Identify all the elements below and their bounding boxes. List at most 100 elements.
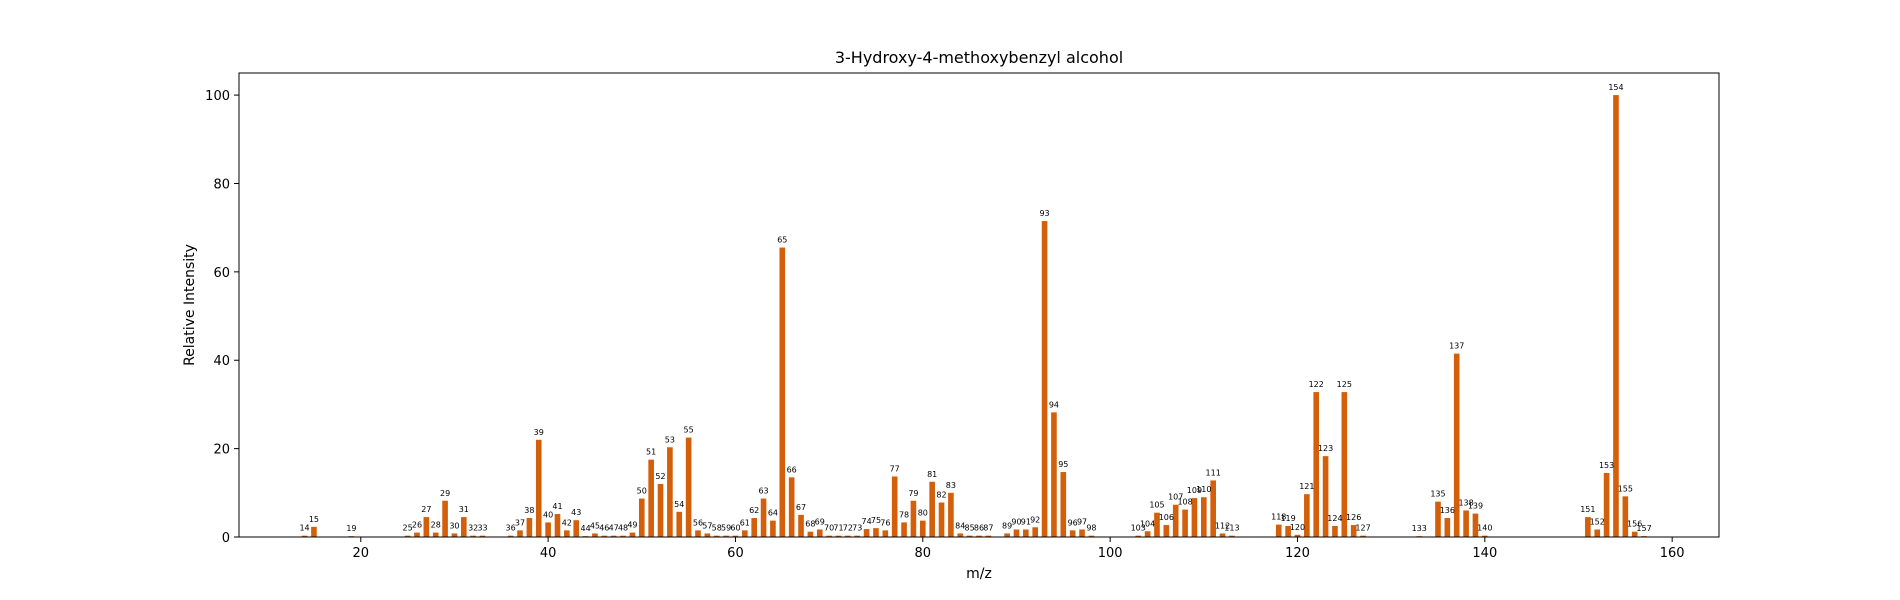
bar-label-mz-123: 123 [1318,444,1333,453]
bar-label-mz-42: 42 [562,518,572,527]
bar-mz-106 [1163,525,1170,537]
bar-label-mz-19: 19 [346,524,356,533]
bar-label-mz-49: 49 [627,521,637,530]
y-tick-label: 60 [213,266,230,281]
bar-label-mz-60: 60 [730,524,740,533]
bar-mz-110 [1201,497,1207,537]
bar-mz-61 [742,530,748,537]
bar-mz-79 [910,500,917,537]
bar-label-mz-84: 84 [955,521,965,530]
bar-mz-52 [657,483,664,537]
bar-label-mz-26: 26 [412,521,422,530]
bar-label-mz-38: 38 [524,506,534,515]
bar-mz-124 [1332,525,1338,537]
bar-mz-86 [976,535,982,537]
bar-label-mz-155: 155 [1618,484,1633,493]
bar-mz-91 [1023,529,1029,537]
bar-mz-96 [1069,530,1076,537]
bar-mz-135 [1435,501,1441,537]
bar-label-mz-119: 119 [1280,514,1295,523]
bar-label-mz-152: 152 [1590,517,1605,526]
x-tick-label: 20 [352,546,369,561]
bar-label-mz-154: 154 [1608,83,1623,92]
bar-mz-60 [732,535,739,537]
bar-mz-43 [573,520,580,537]
bar-label-mz-30: 30 [449,521,459,530]
bar-label-mz-89: 89 [1002,521,1012,530]
bar-label-mz-105: 105 [1149,501,1164,510]
bar-label-mz-120: 120 [1290,523,1305,532]
bar-label-mz-68: 68 [805,520,815,529]
plot-frame [238,72,1720,538]
bar-label-mz-156: 156 [1627,520,1642,529]
bar-mz-55 [685,437,692,537]
bar-label-mz-51: 51 [646,448,656,457]
bar-label-mz-59: 59 [721,524,731,533]
bar-label-mz-63: 63 [758,487,768,496]
bar-label-mz-139: 139 [1468,502,1483,511]
bar-mz-98 [1088,535,1095,537]
bar-label-mz-28: 28 [431,521,441,530]
bar-label-mz-32: 32 [468,524,478,533]
bar-mz-81 [929,481,935,537]
bar-label-mz-91: 91 [1021,517,1031,526]
bar-mz-109 [1191,498,1198,537]
bar-mz-28 [432,532,439,537]
bar-label-mz-55: 55 [684,426,694,435]
bar-label-mz-48: 48 [618,524,628,533]
bar-label-mz-46: 46 [599,524,609,533]
bar-mz-136 [1444,518,1451,537]
bar-mz-152 [1594,529,1601,537]
bar-label-mz-71: 71 [833,524,843,533]
bar-label-mz-126: 126 [1346,513,1361,522]
bar-label-mz-153: 153 [1599,461,1614,470]
bar-label-mz-37: 37 [515,518,525,527]
bar-mz-57 [704,533,711,537]
bar-mz-153 [1603,472,1610,537]
bar-label-mz-93: 93 [1039,209,1049,218]
bar-mz-54 [676,511,683,537]
bar-mz-127 [1360,535,1366,537]
bar-mz-87 [985,535,992,537]
bar-label-mz-36: 36 [506,524,516,533]
bar-label-mz-66: 66 [787,465,797,474]
bar-label-mz-124: 124 [1327,514,1342,523]
bar-label-mz-43: 43 [571,508,581,517]
bar-label-mz-50: 50 [637,487,647,496]
bar-mz-120 [1294,534,1301,537]
bar-label-mz-110: 110 [1196,485,1211,494]
bar-label-mz-64: 64 [768,509,778,518]
chart-title: 3-Hydroxy-4-methoxybenzyl alcohol [835,48,1123,67]
bar-mz-46 [601,535,608,537]
bar-label-mz-72: 72 [843,524,853,533]
bar-mz-29 [442,500,448,537]
bar-label-mz-104: 104 [1140,519,1155,528]
bar-mz-107 [1172,504,1179,537]
bar-mz-68 [807,531,814,537]
bar-label-mz-52: 52 [655,472,665,481]
bar-label-mz-86: 86 [974,524,984,533]
bar-mz-31 [461,517,467,537]
bar-label-mz-80: 80 [918,509,928,518]
bar-mz-125 [1341,392,1348,537]
bar-label-mz-125: 125 [1337,380,1352,389]
bar-mz-93 [1041,221,1048,538]
bar-mz-75 [873,528,879,537]
bar-label-mz-73: 73 [852,524,862,533]
bar-mz-89 [1004,533,1010,537]
bar-mz-25 [404,535,411,537]
bar-mz-62 [751,518,757,537]
bar-label-mz-76: 76 [880,518,890,527]
bar-mz-95 [1060,472,1067,537]
bar-label-mz-67: 67 [796,503,806,512]
bar-mz-36 [507,535,514,537]
bar-label-mz-40: 40 [543,510,553,519]
bar-mz-14 [301,535,308,537]
y-tick-label: 20 [213,443,230,458]
bar-mz-154 [1613,95,1619,537]
bar-label-mz-106: 106 [1159,513,1174,522]
x-tick-label: 160 [1660,546,1685,561]
bar-mz-84 [957,533,964,537]
bar-label-mz-133: 133 [1412,524,1427,533]
